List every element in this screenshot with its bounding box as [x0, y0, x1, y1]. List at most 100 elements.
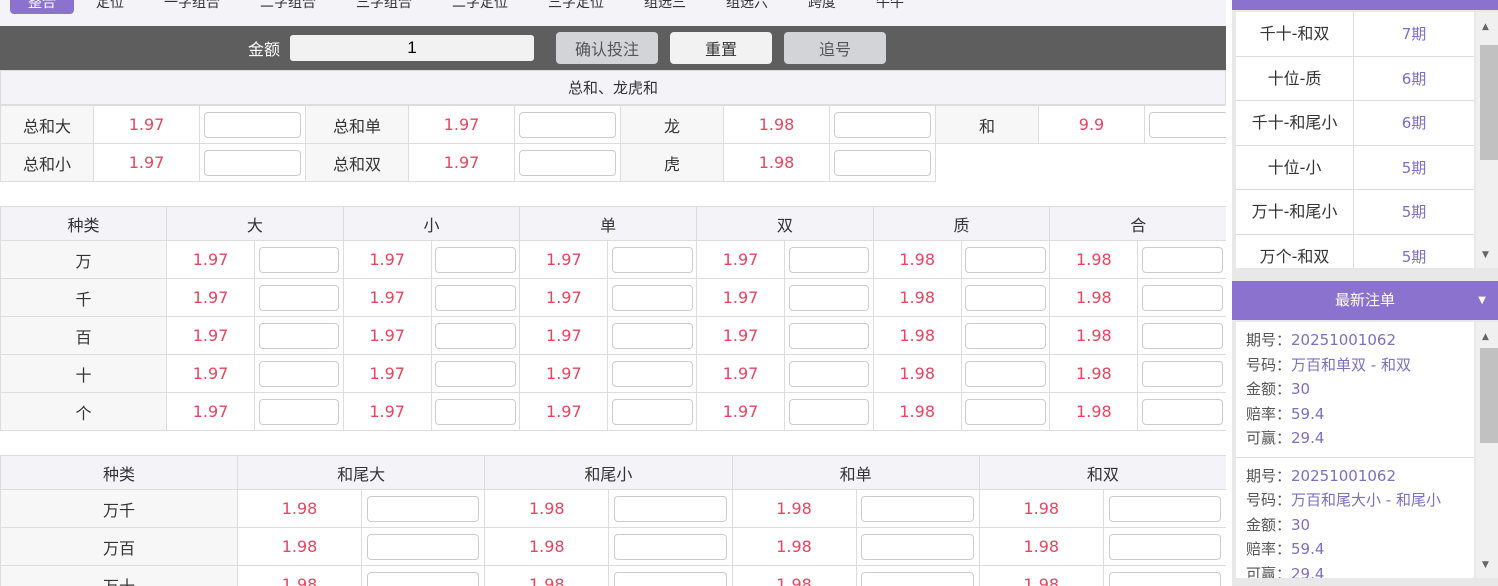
row-label: 千	[0, 278, 167, 317]
bet-amount-input[interactable]	[611, 284, 693, 311]
bet-amount-input[interactable]	[366, 571, 480, 586]
column-header: 单	[519, 206, 698, 241]
reset-button[interactable]: 重置	[670, 32, 772, 64]
bet-amount-input[interactable]	[834, 111, 931, 138]
streak-row: 万个-和双 5期	[1236, 234, 1474, 268]
bet-amount-input[interactable]	[519, 111, 616, 138]
bet-amount-input[interactable]	[611, 322, 693, 349]
bet-input-cell	[960, 354, 1051, 393]
odds-value: 1.97	[696, 240, 786, 279]
position-table: 种类大小单双质合万 1.97 1.97 1.97 1.97 1.98 1.98 千 1.97 1.…	[0, 206, 1226, 431]
sum-table: 总和大 1.97 总和单 1.97 龙 1.98 和 9.9 总和小 1.97 总和双 1.97 虎 1.…	[0, 105, 1226, 182]
amount-input[interactable]	[290, 35, 534, 61]
tab-6[interactable]: 三字定位	[548, 0, 604, 11]
tab-3[interactable]: 二字组合	[260, 0, 316, 11]
bet-amount-input[interactable]	[861, 571, 974, 586]
bet-amount-input[interactable]	[1141, 398, 1223, 425]
bet-amount-input[interactable]	[614, 495, 727, 522]
bet-input-cell	[254, 240, 344, 279]
bet-amount-input[interactable]	[1108, 533, 1222, 560]
bet-amount-input[interactable]	[1141, 360, 1223, 387]
latest-bets-header[interactable]: 最新注单 ▼	[1232, 281, 1498, 320]
scroll-thumb[interactable]	[1480, 348, 1498, 443]
bet-amount-input[interactable]	[611, 398, 693, 425]
odds-value: 1.97	[93, 105, 200, 144]
odds-value: 1.97	[166, 392, 255, 431]
tab-1[interactable]: 定位	[96, 0, 124, 11]
scroll-down-icon[interactable]: ▼	[1482, 250, 1489, 260]
odds-value: 1.97	[696, 278, 786, 317]
bet-amount-input[interactable]	[258, 360, 340, 387]
odds-value: 1.97	[166, 316, 255, 355]
bet-amount-input[interactable]	[258, 284, 340, 311]
odds-value: 1.98	[872, 278, 962, 317]
streak-header	[1232, 0, 1498, 10]
bet-label: 总和大	[0, 105, 94, 144]
bet-amount-input[interactable]	[965, 398, 1046, 425]
bet-bar: 金额 确认投注 重置 追号	[0, 26, 1226, 70]
bet-amount-input[interactable]	[788, 360, 870, 387]
bet-amount-input[interactable]	[1108, 571, 1222, 586]
caret-down-icon[interactable]: ▼	[1478, 295, 1486, 306]
table-row: 万千 1.98 1.98 1.98 1.98	[0, 489, 1226, 528]
header-row: 种类 和尾大 和尾小 和单 和双	[0, 455, 1226, 490]
bet-input-cell	[360, 489, 486, 528]
bet-amount-input[interactable]	[834, 149, 931, 176]
bet-amount-input[interactable]	[1108, 495, 1222, 522]
bet-amount-input[interactable]	[788, 284, 870, 311]
bet-amount-input[interactable]	[861, 533, 974, 560]
tab-0[interactable]: 整合	[10, 0, 74, 14]
bet-amount-input[interactable]	[611, 360, 693, 387]
bet-amount-input[interactable]	[435, 284, 516, 311]
bet-amount-input[interactable]	[965, 246, 1046, 273]
bet-amount-input[interactable]	[614, 533, 727, 560]
bet-amount-input[interactable]	[611, 246, 693, 273]
bets-scrollbar[interactable]: ▲ ▼	[1476, 322, 1498, 578]
bet-amount-input[interactable]	[435, 360, 516, 387]
bet-amount-input[interactable]	[366, 533, 480, 560]
bet-amount-input[interactable]	[435, 246, 516, 273]
bet-amount-input[interactable]	[788, 322, 870, 349]
odds-value: 1.97	[408, 143, 515, 182]
bet-amount-input[interactable]	[435, 322, 516, 349]
bet-amount-input[interactable]	[258, 322, 340, 349]
streak-scrollbar[interactable]: ▲ ▼	[1476, 12, 1498, 268]
tab-8[interactable]: 组选六	[726, 0, 768, 11]
tab-9[interactable]: 跨度	[808, 0, 836, 11]
bet-amount-input[interactable]	[965, 284, 1046, 311]
tab-7[interactable]: 组选三	[644, 0, 686, 11]
bet-amount-input[interactable]	[861, 495, 974, 522]
streak-name: 万十-和尾小	[1236, 190, 1354, 234]
bet-amount-input[interactable]	[965, 322, 1046, 349]
odds-value: 1.98	[731, 527, 857, 566]
bet-amount-input[interactable]	[258, 246, 340, 273]
chase-number-button[interactable]: 追号	[784, 32, 886, 64]
bet-amount-input[interactable]	[1141, 246, 1223, 273]
bet-amount-input[interactable]	[204, 111, 301, 138]
tab-4[interactable]: 三字组合	[356, 0, 412, 11]
bet-input-cell	[607, 316, 698, 355]
scroll-up-icon[interactable]: ▲	[1482, 22, 1489, 32]
bet-amount-input[interactable]	[965, 360, 1046, 387]
tab-2[interactable]: 一字组合	[164, 0, 220, 11]
bet-input-cell	[430, 278, 521, 317]
tab-10[interactable]: 牛牛	[876, 0, 904, 11]
bet-amount-input[interactable]	[1141, 322, 1223, 349]
bet-amount-input[interactable]	[788, 246, 870, 273]
bet-amount-input[interactable]	[1141, 284, 1223, 311]
bet-amount-input[interactable]	[1149, 111, 1226, 138]
bet-input-cell	[960, 316, 1051, 355]
scroll-up-icon[interactable]: ▲	[1482, 332, 1489, 342]
bet-amount-input[interactable]	[204, 149, 301, 176]
scroll-thumb[interactable]	[1480, 45, 1498, 160]
play-tabs: 整合定位一字组合二字组合三字组合二字定位三字定位组选三组选六跨度牛牛奖金说明玩法…	[0, 0, 1226, 26]
bet-amount-input[interactable]	[258, 398, 340, 425]
confirm-bet-button[interactable]: 确认投注	[556, 32, 658, 64]
bet-amount-input[interactable]	[519, 149, 616, 176]
bet-amount-input[interactable]	[614, 571, 727, 586]
bet-amount-input[interactable]	[788, 398, 870, 425]
scroll-down-icon[interactable]: ▼	[1482, 560, 1489, 570]
tab-5[interactable]: 二字定位	[452, 0, 508, 11]
bet-amount-input[interactable]	[366, 495, 480, 522]
bet-amount-input[interactable]	[435, 398, 516, 425]
